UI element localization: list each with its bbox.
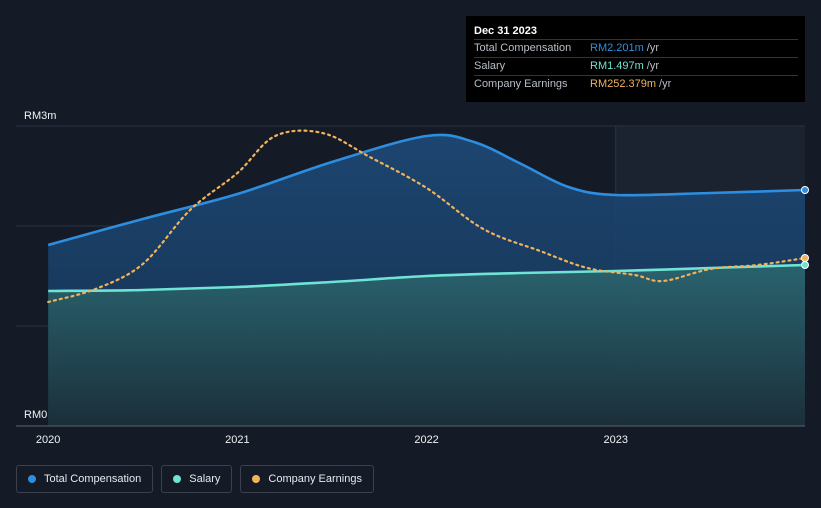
y-tick-label-max: RM3m <box>24 110 56 122</box>
legend-item-total-compensation[interactable]: Total Compensation <box>16 465 154 493</box>
tooltip-label: Company Earnings <box>474 78 568 90</box>
end-point-marker <box>801 261 809 269</box>
legend-label: Company Earnings <box>268 473 362 485</box>
series-end-points <box>801 186 809 269</box>
tooltip-unit: /yr <box>646 42 660 54</box>
tooltip-value: RM252.379m <box>590 78 657 90</box>
x-tick-label: 2022 <box>414 434 438 446</box>
legend-dot-icon <box>28 475 36 483</box>
x-tick-label: 2020 <box>36 434 60 446</box>
tooltip-value: RM1.497m <box>590 60 644 72</box>
tooltip-unit: /yr <box>646 60 660 72</box>
tooltip-row-company-earnings: Company Earnings RM252.379m /yr <box>474 75 798 93</box>
end-point-marker <box>801 254 809 262</box>
tooltip-row-total-compensation: Total Compensation RM2.201m /yr <box>474 39 798 57</box>
hover-tooltip: Dec 31 2023 Total Compensation RM2.201m … <box>466 16 805 102</box>
tooltip-value: RM2.201m <box>590 42 644 54</box>
tooltip-label: Salary <box>474 60 506 72</box>
salary-area <box>48 265 805 426</box>
x-tick-label: 2021 <box>225 434 249 446</box>
y-tick-label-min: RM0 <box>24 409 47 421</box>
legend-item-company-earnings[interactable]: Company Earnings <box>240 465 374 493</box>
legend-label: Total Compensation <box>44 473 142 485</box>
tooltip-unit: /yr <box>659 78 672 90</box>
chart-legend: Total Compensation Salary Company Earnin… <box>16 465 374 493</box>
legend-item-salary[interactable]: Salary <box>161 465 233 493</box>
legend-dot-icon <box>252 475 261 483</box>
x-tick-label: 2023 <box>604 434 628 446</box>
end-point-marker <box>801 186 809 194</box>
x-tick-labels: 2020 2021 2022 2023 <box>36 434 628 446</box>
tooltip-date: Dec 31 2023 <box>474 25 537 37</box>
tooltip-row-salary: Salary RM1.497m /yr <box>474 57 798 75</box>
company-earnings-line[interactable] <box>47 129 807 304</box>
legend-dot-icon <box>173 475 182 483</box>
tooltip-label: Total Compensation <box>474 42 572 54</box>
legend-label: Salary <box>189 473 221 485</box>
salary-line[interactable] <box>48 263 806 293</box>
